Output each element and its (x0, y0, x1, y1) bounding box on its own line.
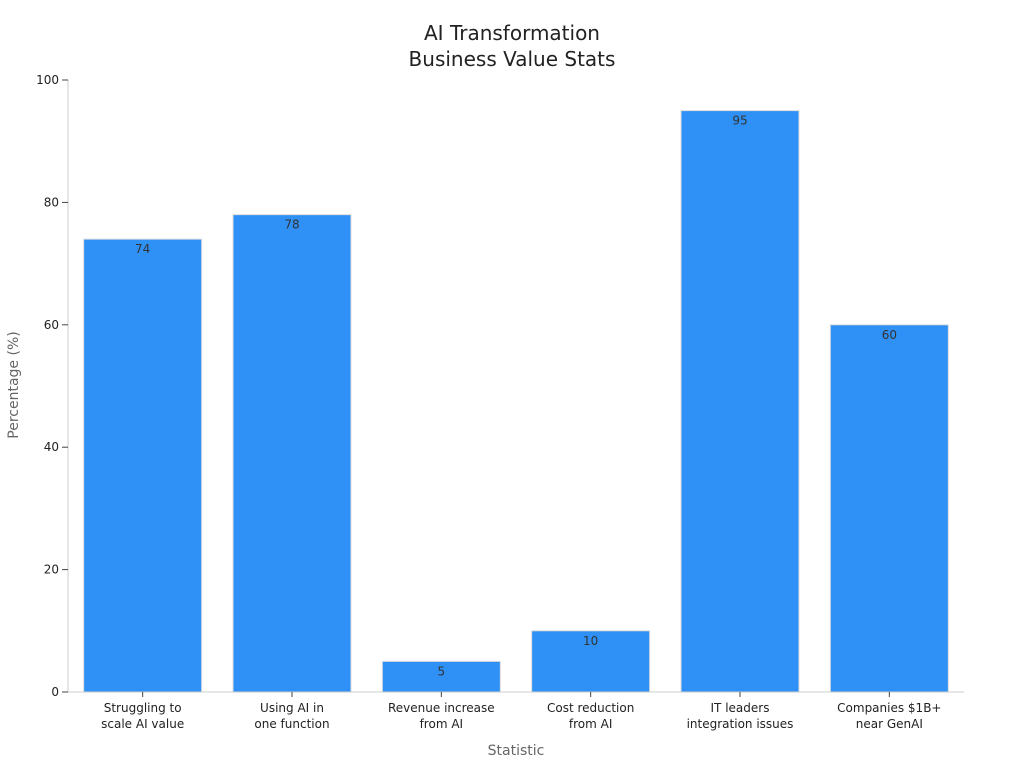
chart-title-line-2: Business Value Stats (409, 47, 616, 71)
y-tick-label-80: 80 (44, 195, 59, 209)
x-axis-label: Statistic (488, 743, 545, 759)
bar-5 (680, 110, 800, 693)
x-tick-label-6: Companies $1B+ near GenAI (837, 701, 941, 731)
bar-value-label-6: 60 (882, 328, 897, 342)
y-tick-label-20: 20 (44, 563, 59, 577)
y-tick-label-40: 40 (44, 440, 59, 454)
x-tick-label-1: Struggling to scale AI value (101, 701, 184, 731)
bars (83, 110, 949, 693)
bar-value-label-2: 78 (284, 218, 299, 232)
x-tick-label-5: IT leaders integration issues (687, 701, 794, 731)
y-axis-label: Percentage (%) (6, 331, 22, 438)
y-axis: 0 20 40 60 80 100 (36, 73, 69, 699)
chart-title-line-1: AI Transformation (424, 21, 600, 45)
y-tick-label-100: 100 (36, 73, 59, 87)
bar-value-label-5: 95 (732, 114, 747, 128)
bar-4 (531, 630, 651, 693)
bar-value-label-1: 74 (135, 242, 150, 256)
x-axis: Struggling to scale AI value Using AI in on… (68, 691, 964, 731)
x-tick-label-3: Revenue increase from AI (388, 701, 495, 731)
y-tick-label-0: 0 (51, 685, 59, 699)
bar-value-label-4: 10 (583, 634, 598, 648)
bar-value-label-3: 5 (438, 664, 446, 678)
bar-3 (381, 660, 501, 693)
bar-2 (232, 214, 352, 693)
bar-1 (83, 238, 203, 693)
value-labels: 74 78 5 10 95 60 (135, 114, 897, 679)
x-tick-label-4: Cost reduction from AI (547, 701, 634, 731)
bar-6 (829, 324, 949, 693)
y-tick-label-60: 60 (44, 318, 59, 332)
x-tick-label-2: Using AI in one function (254, 701, 329, 731)
